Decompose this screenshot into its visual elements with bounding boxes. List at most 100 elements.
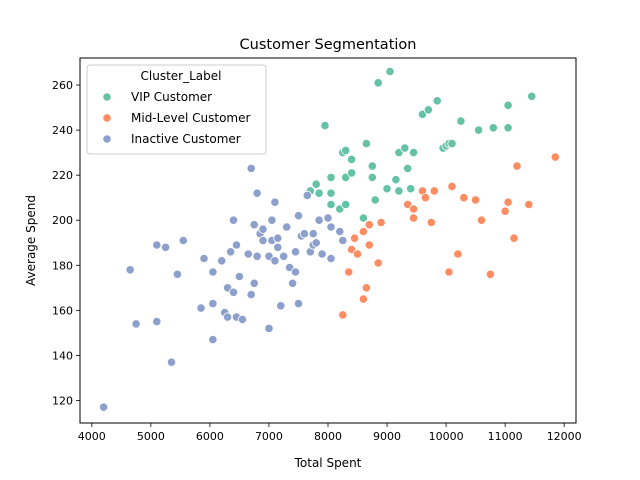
legend-marker [102, 134, 112, 144]
y-tick-label: 200 [52, 214, 73, 227]
data-point [208, 334, 218, 345]
data-point [444, 267, 454, 277]
data-point [426, 217, 436, 228]
data-point [447, 181, 457, 191]
data-point [208, 267, 218, 277]
data-point [293, 298, 304, 309]
data-point [447, 139, 457, 149]
data-point [364, 240, 374, 250]
data-point [550, 152, 560, 162]
data-point [385, 66, 395, 77]
data-point [258, 235, 268, 246]
data-point [408, 213, 419, 223]
data-point [264, 323, 274, 333]
data-point [364, 220, 374, 230]
plot-area [99, 66, 560, 412]
legend-label: Inactive Customer [131, 132, 241, 146]
data-point [358, 294, 368, 304]
data-point [302, 190, 312, 200]
x-tick-label: 9000 [373, 430, 401, 443]
data-point [370, 195, 380, 205]
data-point [258, 224, 268, 234]
y-axis: 120 140 160 180 200 220 240 260 [52, 79, 80, 407]
data-point [249, 220, 259, 230]
data-point [131, 319, 141, 329]
data-point [429, 186, 439, 196]
data-point [349, 233, 360, 243]
data-point [311, 238, 321, 248]
data-point [503, 123, 513, 133]
data-point [252, 251, 262, 261]
data-point [243, 249, 253, 259]
data-point [208, 298, 218, 309]
data-point [326, 172, 336, 182]
data-point [237, 314, 247, 324]
data-point [246, 163, 256, 173]
data-point [320, 121, 330, 131]
data-point [358, 226, 368, 237]
data-point [161, 242, 171, 252]
legend-marker [102, 92, 112, 102]
data-point [276, 301, 286, 311]
y-tick-label: 220 [52, 169, 73, 182]
data-point [270, 197, 280, 207]
data-point [270, 256, 280, 266]
data-point [361, 283, 371, 293]
data-point [314, 215, 324, 225]
data-point [373, 78, 383, 88]
x-tick-label: 6000 [196, 430, 224, 443]
data-point [503, 197, 513, 207]
data-point [358, 213, 368, 223]
data-point [152, 240, 162, 250]
data-point [509, 233, 519, 243]
data-point [403, 163, 413, 173]
legend: Cluster_Label VIP Customer Mid-Level Cust… [86, 64, 267, 155]
data-point [512, 161, 522, 171]
legend-label: VIP Customer [131, 90, 212, 104]
data-point [423, 105, 433, 115]
data-point [361, 139, 371, 149]
data-point [166, 357, 177, 367]
data-point [476, 215, 487, 225]
data-point [279, 251, 289, 261]
data-point [249, 278, 259, 288]
data-point [267, 215, 277, 225]
chart-title: Customer Segmentation [240, 37, 417, 53]
legend-items: VIP Customer Mid-Level Customer Inactive C… [102, 90, 250, 146]
data-point [338, 235, 348, 246]
data-point [453, 249, 463, 259]
data-point [335, 226, 345, 237]
data-point [293, 211, 304, 221]
data-point [382, 184, 392, 194]
x-tick-label: 8000 [314, 430, 342, 443]
data-point [456, 116, 466, 126]
data-point [485, 269, 495, 279]
data-point [317, 249, 327, 259]
x-axis: 4000 5000 6000 7000 8000 9000 10000 11000 12000 [78, 423, 582, 443]
data-point [152, 316, 162, 327]
data-point [500, 206, 510, 216]
data-point [290, 247, 301, 257]
data-point [341, 199, 351, 210]
data-point [99, 402, 109, 412]
data-point [246, 289, 256, 300]
data-point [338, 310, 348, 320]
data-point [228, 287, 239, 297]
data-point [373, 258, 383, 268]
data-point [341, 145, 351, 155]
x-tick-label: 12000 [547, 430, 582, 443]
legend-box [86, 64, 267, 155]
data-point [394, 186, 404, 196]
data-point [326, 188, 336, 198]
data-point [273, 233, 283, 243]
data-point [326, 253, 336, 264]
data-point [172, 269, 182, 279]
data-point [326, 199, 336, 210]
y-tick-label: 120 [52, 394, 73, 407]
data-point [352, 249, 363, 259]
y-tick-label: 240 [52, 124, 73, 137]
data-point [287, 278, 298, 288]
x-tick-label: 5000 [137, 430, 165, 443]
data-point [234, 271, 244, 282]
data-point [420, 193, 430, 203]
